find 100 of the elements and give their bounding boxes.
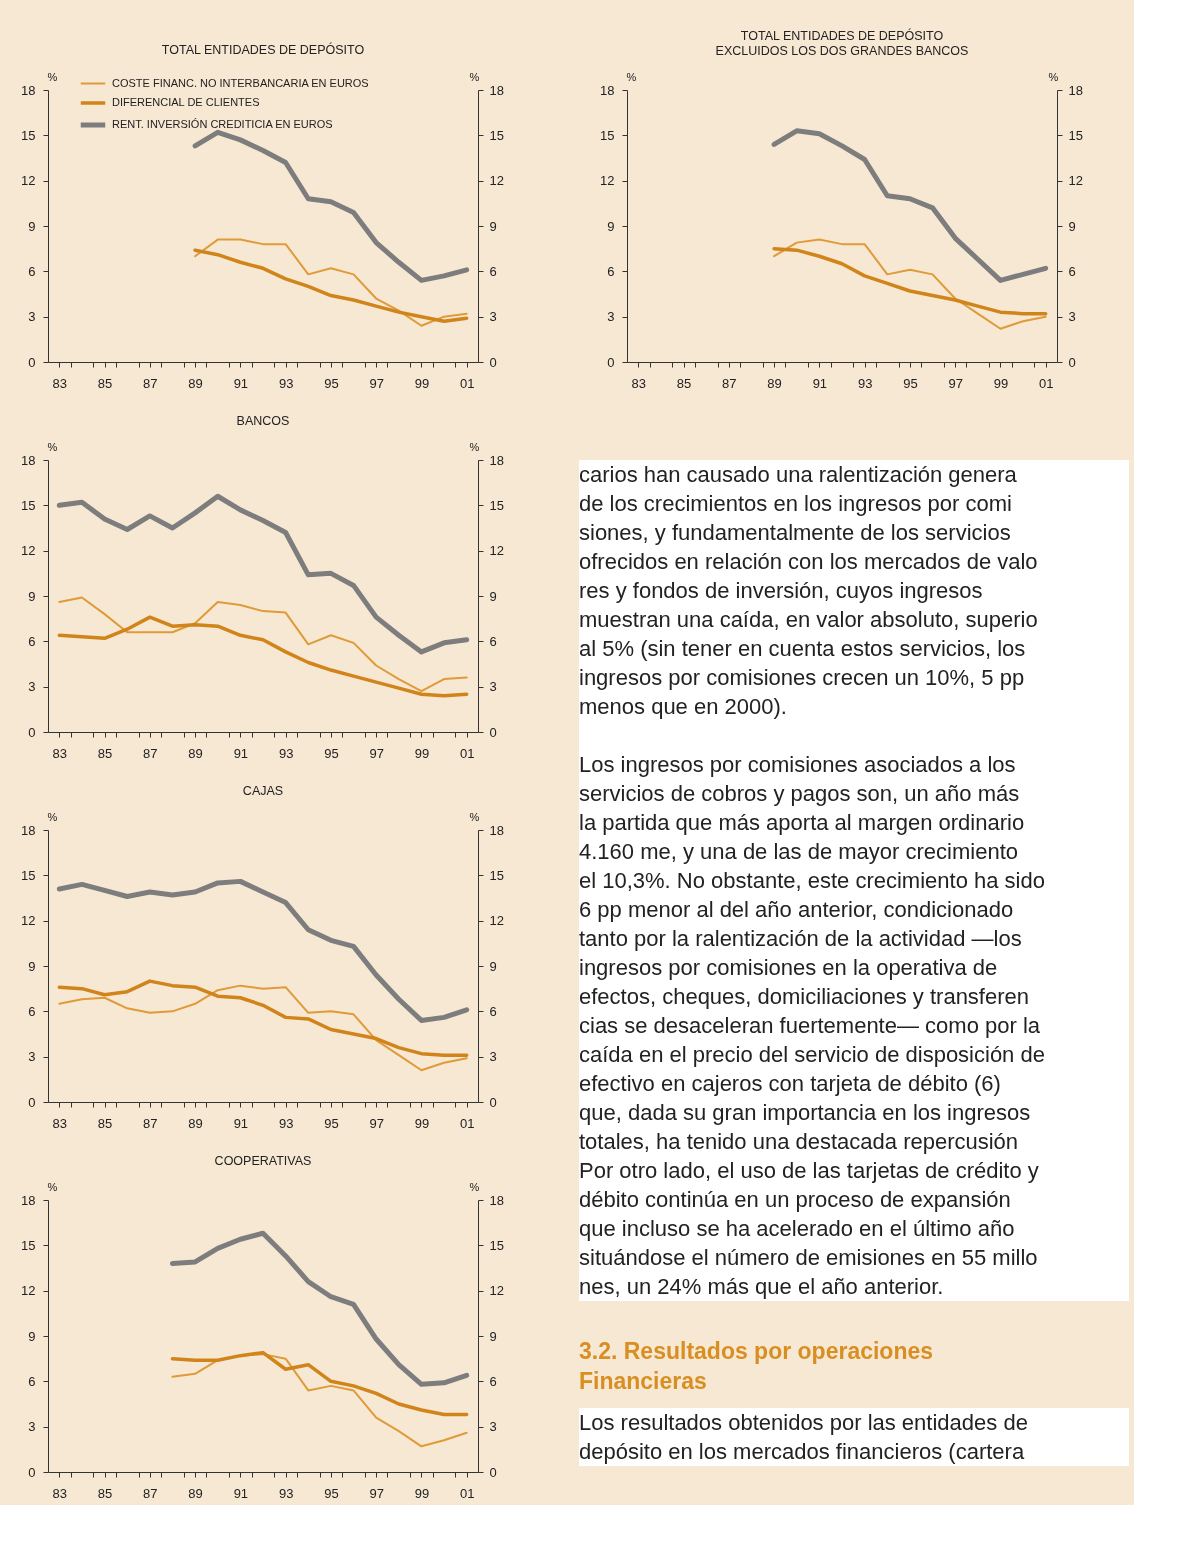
x-tick-label: 95	[324, 1115, 339, 1131]
y-tick-label: 18	[21, 822, 36, 838]
y-tick-label: 6	[28, 1373, 36, 1389]
x-tick-label: 99	[414, 1115, 430, 1131]
chart-title: TOTAL ENTIDADES DE DEPÓSITO EXCLUIDOS LOS DOS GRANDES BANCOS	[715, 28, 969, 58]
y2-tick-label: 3	[1068, 309, 1076, 325]
y2-tick-label: 12	[1068, 173, 1083, 189]
y2-tick-label: 15	[1068, 127, 1083, 143]
x-tick-label: 99	[414, 745, 430, 761]
x-tick-label: 87	[722, 375, 737, 391]
x-tick-label: 01	[459, 1115, 475, 1131]
text: Los resultados obtenidos por las entidades de depósito en los mercados financieros (cartera	[579, 1409, 1028, 1464]
x-tick-label: 85	[97, 745, 113, 761]
y2-tick-label: 12	[489, 543, 504, 559]
y2-tick-label: 9	[489, 958, 497, 974]
y-tick-label: 6	[607, 263, 615, 279]
y2-tick-label: 3	[489, 1419, 497, 1435]
x-tick-label: 97	[369, 1485, 384, 1501]
line-series	[193, 248, 469, 323]
line-series	[57, 979, 469, 1057]
x-tick-label: 95	[324, 375, 339, 391]
x-tick-label: 93	[278, 375, 294, 391]
y-axis-title: %	[47, 70, 58, 83]
y-tick-label: 9	[28, 958, 36, 974]
text: carios han causado una ralentización genera de los crecimientos en los ingresos por comi siones, y fundamentalmente de los servicios ofrecidos en relación con los mercados de valo res y fondos de inversión, cuyos ingresos muestran una caída, en valor absoluto, superio al 5% (sin tener en cuenta estos servicios, los ingresos por comisiones crecen un 10%, 5 pp menos que en 2000).	[579, 461, 1038, 719]
y-tick-label: 3	[28, 1049, 36, 1065]
y2-tick-label: 3	[489, 1049, 497, 1065]
y-tick-label: 6	[28, 633, 36, 649]
y2-tick-label: 6	[1068, 263, 1076, 279]
y2-tick-label: 15	[489, 127, 504, 143]
x-tick-label: 93	[278, 1115, 294, 1131]
x-tick-label: 87	[143, 1115, 158, 1131]
x-tick-label: 85	[97, 1115, 113, 1131]
x-tick-label: 89	[188, 375, 203, 391]
y-tick-label: 15	[21, 867, 36, 883]
x-tick-label: 83	[631, 375, 647, 391]
x-tick-label: 99	[414, 375, 430, 391]
x-tick-label: 95	[903, 375, 918, 391]
x-tick-label: 83	[52, 745, 68, 761]
y2-tick-label: 15	[489, 1237, 504, 1253]
y2-tick-label: 6	[489, 633, 497, 649]
y-tick-label: 3	[28, 1419, 36, 1435]
x-tick-label: 89	[188, 1115, 203, 1131]
y-tick-label: 0	[607, 354, 615, 370]
y-tick-label: 9	[28, 588, 36, 604]
y2-tick-label: 9	[489, 218, 497, 234]
y2-tick-label: 9	[1068, 218, 1076, 234]
y-tick-label: 0	[28, 724, 36, 740]
x-tick-label: 91	[233, 1485, 249, 1501]
x-tick-label: 97	[369, 745, 384, 761]
y2-axis-title: %	[469, 70, 480, 83]
y-tick-label: 15	[21, 127, 36, 143]
x-tick-label: 89	[188, 745, 203, 761]
y-tick-label: 6	[28, 1003, 36, 1019]
x-tick-label: 83	[52, 1485, 68, 1501]
chart-title: TOTAL ENTIDADES DE DEPÓSITO	[161, 41, 365, 57]
y2-tick-label: 18	[489, 1192, 504, 1208]
y2-tick-label: 6	[489, 263, 497, 279]
x-tick-label: 91	[233, 745, 249, 761]
y-tick-label: 3	[28, 309, 36, 325]
x-tick-label: 01	[1038, 375, 1054, 391]
line-series	[57, 615, 469, 698]
y2-tick-label: 12	[489, 1283, 504, 1299]
y-tick-label: 12	[21, 1283, 36, 1299]
y-tick-label: 15	[600, 127, 615, 143]
line-series	[58, 984, 468, 1072]
x-tick-label: 85	[97, 375, 113, 391]
y-tick-label: 0	[28, 354, 36, 370]
x-tick-label: 97	[369, 375, 384, 391]
x-tick-label: 01	[459, 1485, 475, 1501]
y2-axis-title: %	[469, 810, 480, 823]
y2-tick-label: 3	[489, 309, 497, 325]
y2-tick-label: 15	[489, 867, 504, 883]
x-tick-label: 83	[52, 375, 68, 391]
y2-tick-label: 0	[489, 1094, 497, 1110]
y2-tick-label: 18	[489, 822, 504, 838]
y-tick-label: 0	[28, 1094, 36, 1110]
line-series	[58, 596, 468, 693]
y-tick-label: 15	[21, 497, 36, 513]
y2-tick-label: 0	[489, 354, 497, 370]
y-tick-label: 18	[21, 452, 36, 468]
y2-tick-label: 0	[489, 724, 497, 740]
x-tick-label: 97	[948, 375, 963, 391]
x-tick-label: 89	[767, 375, 782, 391]
y-axis-title: %	[47, 440, 58, 453]
y2-tick-label: 18	[1068, 82, 1083, 98]
x-tick-label: 85	[676, 375, 692, 391]
x-tick-label: 91	[233, 1115, 249, 1131]
y2-tick-label: 15	[489, 497, 504, 513]
y2-axis-title: %	[469, 440, 480, 453]
y2-tick-label: 12	[489, 173, 504, 189]
chart-title: COOPERATIVAS	[214, 1153, 312, 1168]
y2-tick-label: 18	[489, 82, 504, 98]
x-tick-label: 91	[233, 375, 249, 391]
x-tick-label: 01	[459, 745, 475, 761]
x-tick-label: 93	[278, 745, 294, 761]
y-tick-label: 3	[28, 679, 36, 695]
y2-axis-title: %	[1048, 70, 1059, 83]
legend-label: RENT. INVERSIÓN CREDITICIA EN EUROS	[112, 118, 333, 130]
y-tick-label: 9	[28, 1328, 36, 1344]
